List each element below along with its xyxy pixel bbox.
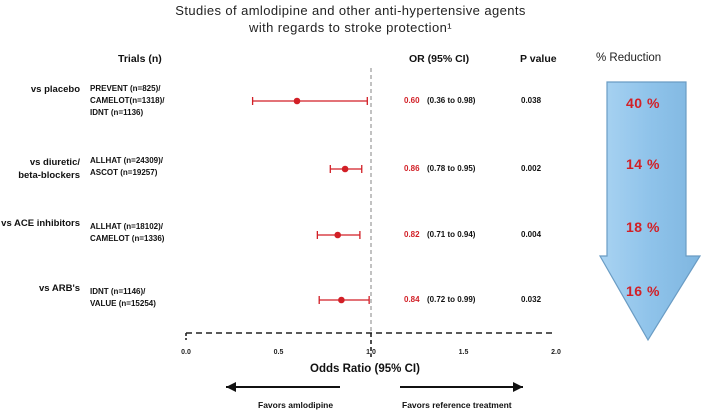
percent-reduction: 16 % [626, 283, 660, 299]
ci-range: (0.78 to 0.95) [427, 164, 476, 173]
or-point [334, 231, 342, 239]
trial-list: IDNT (n=1146)/ VALUE (n=15254) [90, 286, 156, 310]
p-value: 0.038 [521, 96, 542, 105]
percent-reduction: 18 % [626, 219, 660, 235]
trial-list: PREVENT (n=825)/ CAMELOT(n=1318)/ IDNT (n=… [90, 83, 164, 119]
reduction-header: % Reduction [596, 52, 662, 64]
p-value: 0.004 [521, 230, 542, 239]
comparison-label: vs ACE inhibitors [0, 217, 80, 230]
reduction-arrow [598, 81, 701, 342]
comparison-label-line: vs diuretic/ [29, 157, 80, 168]
comparison-label-line: vs ACE inhibitors [1, 217, 80, 229]
percent-reduction: 40 % [626, 95, 660, 111]
or-value: 0.82 [404, 230, 420, 239]
trial-name: ALLHAT (n=18102)/ [90, 222, 163, 231]
trial-name: CAMELOT(n=1318)/ [90, 96, 165, 105]
trial-list: ALLHAT (n=24309)/ ASCOT (n=19257) [90, 155, 163, 179]
comparison-label-line: vs placebo [30, 83, 80, 95]
trial-name: ALLHAT (n=24309)/ [90, 156, 163, 165]
favors-right-label: Favors reference treatment [402, 400, 512, 410]
comparison-label-line: beta-blockers [18, 170, 80, 181]
trial-name: CAMELOT (n=1336) [90, 234, 165, 243]
pvalue-header: P value [520, 53, 557, 65]
or-value: 0.86 [404, 164, 420, 173]
ci-range: (0.36 to 0.98) [427, 96, 476, 105]
or-value: 0.60 [404, 96, 420, 105]
favors-left-label: Favors amlodipine [258, 400, 334, 410]
reduction-arrow-shape [598, 81, 701, 342]
p-value: 0.032 [521, 295, 542, 304]
x-tick-label: 0.5 [274, 349, 284, 356]
trial-name: VALUE (n=15254) [90, 299, 156, 308]
or-point [293, 97, 301, 105]
favors-left-arrow-head [226, 382, 236, 392]
trials-header: Trials (n) [118, 53, 162, 65]
x-tick-label: 2.0 [551, 349, 561, 356]
percent-reduction: 14 % [626, 156, 660, 172]
or-point [338, 296, 345, 304]
or-value: 0.84 [404, 295, 420, 304]
trial-list: ALLHAT (n=18102)/ CAMELOT (n=1336) [90, 221, 164, 245]
x-tick-label: 1.0 [366, 349, 376, 356]
chart-title-line2: with regards to stroke protection¹ [249, 20, 452, 35]
comparison-label: vs ARB's [0, 282, 80, 295]
x-axis-label: Odds Ratio (95% CI) [310, 363, 420, 375]
comparison-label: vs placebo [0, 83, 80, 96]
comparison-label: vs diuretic/beta-blockers [0, 156, 80, 182]
x-tick-label: 1.5 [459, 349, 469, 356]
comparison-label-line: vs ARB's [39, 282, 80, 294]
x-tick-label: 0.0 [181, 349, 191, 356]
or-point [341, 165, 349, 173]
or-header: OR (95% CI) [409, 53, 470, 65]
chart-title-line1: Studies of amlodipine and other anti-hyp… [175, 3, 526, 18]
ci-range: (0.72 to 0.99) [427, 295, 476, 304]
trial-name: ASCOT (n=19257) [90, 168, 158, 177]
p-value: 0.002 [521, 164, 542, 173]
trial-name: IDNT (n=1136) [90, 108, 144, 117]
ci-range: (0.71 to 0.94) [427, 230, 476, 239]
favors-right-arrow-head [513, 382, 523, 392]
trial-name: IDNT (n=1146)/ [90, 287, 146, 296]
trial-name: PREVENT (n=825)/ [90, 84, 161, 93]
